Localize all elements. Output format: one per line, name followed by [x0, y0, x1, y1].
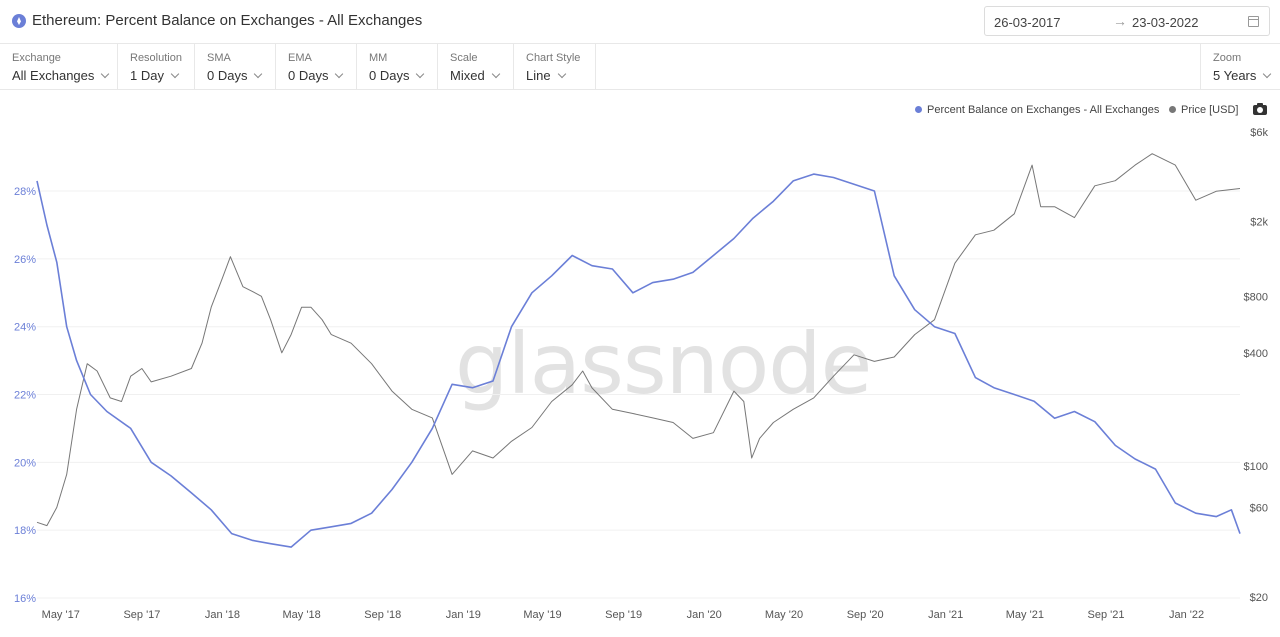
- mm-label: MM: [369, 52, 388, 64]
- x-tick: May '21: [1006, 609, 1044, 621]
- mm-value[interactable]: 0 Days: [369, 68, 425, 83]
- exchange-label: Exchange: [12, 52, 61, 64]
- legend-item-price[interactable]: Price [USD]: [1169, 104, 1238, 116]
- y-tick-right: $6k: [1250, 127, 1268, 139]
- x-tick: Sep '17: [123, 609, 160, 621]
- chart-style-value[interactable]: Line: [526, 68, 566, 83]
- y-tick-left: 22%: [14, 390, 36, 402]
- ema-value[interactable]: 0 Days: [288, 68, 344, 83]
- y-tick-right: $100: [1244, 461, 1268, 473]
- ethereum-icon: [12, 14, 26, 28]
- y-tick-right: $800: [1244, 291, 1268, 303]
- x-tick: Sep '21: [1088, 609, 1125, 621]
- y-tick-right: $2k: [1250, 217, 1268, 229]
- x-tick: May '18: [283, 609, 321, 621]
- series-line-balance: [36, 173, 1241, 548]
- chart-toolbar: Exchange All Exchanges Resolution 1 Day …: [0, 44, 1280, 90]
- page-title: Ethereum: Percent Balance on Exchanges -…: [32, 12, 423, 29]
- series-line-price: [36, 153, 1241, 527]
- sma-label: SMA: [207, 52, 231, 64]
- scale-value[interactable]: Mixed: [450, 68, 500, 83]
- y-tick-left: 20%: [14, 457, 36, 469]
- chart-style-select[interactable]: Chart Style Line: [514, 44, 596, 90]
- x-tick: Jan '19: [446, 609, 481, 621]
- chevron-down-icon: [254, 69, 263, 79]
- legend-dot-price: [1169, 106, 1176, 113]
- legend-item-balance[interactable]: Percent Balance on Exchanges - All Excha…: [915, 104, 1159, 116]
- chevron-down-icon: [170, 69, 180, 79]
- resolution-value[interactable]: 1 Day: [130, 68, 180, 83]
- legend-label-balance: Percent Balance on Exchanges - All Excha…: [927, 104, 1160, 116]
- chart-area: 16% 18% 20% 22% 24% 26% 28% $20 $60 $100 $400 $800 $…: [14, 127, 1268, 621]
- x-tick: Jan '18: [205, 609, 240, 621]
- y-tick-left: 24%: [14, 322, 36, 334]
- x-tick: Jan '22: [1169, 609, 1204, 621]
- y-tick-left: 18%: [14, 525, 36, 537]
- zoom-label: Zoom: [1213, 52, 1242, 64]
- chevron-down-icon: [335, 69, 344, 79]
- chevron-down-icon: [1263, 69, 1272, 79]
- chart-style-label: Chart Style: [526, 52, 581, 64]
- x-tick: May '17: [42, 609, 80, 621]
- chart-header: Ethereum: Percent Balance on Exchanges -…: [0, 0, 1280, 44]
- zoom-value[interactable]: 5 Years: [1213, 68, 1272, 83]
- y-tick-left: 28%: [14, 186, 36, 198]
- ema-select[interactable]: EMA 0 Days: [276, 44, 357, 90]
- x-tick: Sep '19: [605, 609, 642, 621]
- sma-select[interactable]: SMA 0 Days: [195, 44, 276, 90]
- watermark: glassnode: [455, 315, 872, 413]
- camera-icon[interactable]: [1253, 103, 1267, 115]
- mm-select[interactable]: MM 0 Days: [357, 44, 438, 90]
- scale-label: Scale: [450, 52, 478, 64]
- scale-select[interactable]: Scale Mixed: [438, 44, 514, 90]
- date-to-input[interactable]: 23-03-2022: [1132, 15, 1199, 30]
- sma-value[interactable]: 0 Days: [207, 68, 263, 83]
- chevron-down-icon: [557, 69, 566, 79]
- legend-dot-balance: [915, 106, 922, 113]
- x-tick: Jan '21: [928, 609, 963, 621]
- x-tick: May '20: [765, 609, 803, 621]
- chevron-down-icon: [491, 69, 500, 79]
- chevron-down-icon: [416, 69, 425, 79]
- exchange-value[interactable]: All Exchanges: [12, 68, 110, 83]
- zoom-select[interactable]: Zoom 5 Years: [1200, 44, 1280, 90]
- y-tick-right: $400: [1244, 348, 1268, 360]
- resolution-label: Resolution: [130, 52, 182, 64]
- y-tick-right: $20: [1250, 592, 1268, 604]
- y-tick-left: 16%: [14, 593, 36, 605]
- exchange-select[interactable]: Exchange All Exchanges: [0, 44, 118, 90]
- x-tick: May '19: [523, 609, 561, 621]
- x-tick: Sep '18: [364, 609, 401, 621]
- x-tick: Jan '20: [687, 609, 722, 621]
- legend-label-price: Price [USD]: [1181, 104, 1239, 116]
- date-from-input[interactable]: 26-03-2017: [994, 15, 1061, 30]
- y-tick-right: $60: [1250, 502, 1268, 514]
- calendar-icon[interactable]: [1248, 16, 1259, 27]
- y-tick-left: 26%: [14, 254, 36, 266]
- arrow-right-icon: →: [1113, 13, 1127, 29]
- chevron-down-icon: [101, 69, 110, 79]
- date-range-picker[interactable]: 26-03-2017 → 23-03-2022: [984, 6, 1270, 36]
- resolution-select[interactable]: Resolution 1 Day: [118, 44, 195, 90]
- x-tick: Sep '20: [847, 609, 884, 621]
- ema-label: EMA: [288, 52, 312, 64]
